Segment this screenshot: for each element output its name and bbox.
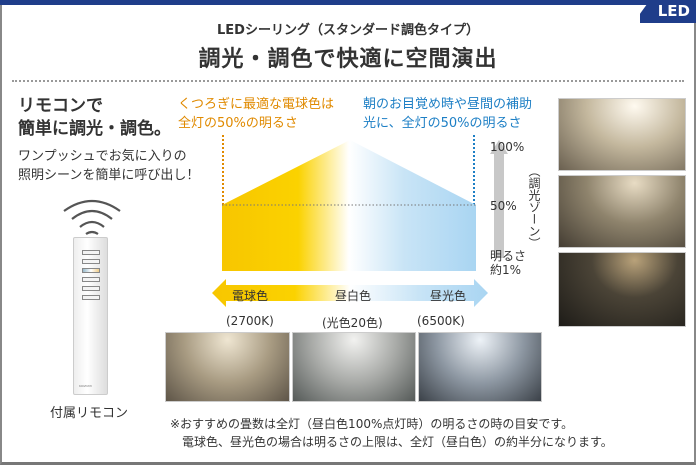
warm-note: くつろぎに最適な電球色は 全灯の50%の明るさ bbox=[178, 95, 334, 133]
room-photo-dim bbox=[558, 252, 686, 327]
page-title: 調光・調色で快適に空間演出 bbox=[198, 47, 498, 72]
note-line: 朝のお目覚め時や昼間の補助 bbox=[363, 97, 533, 112]
warm-kelvin: (2700K) bbox=[226, 314, 274, 328]
mid-label: 昼白色 bbox=[335, 289, 372, 303]
room-photo-neutral bbox=[292, 332, 416, 402]
footnote-line: ※おすすめの畳数は全灯（昼白色100%点灯時）の明るさの時の目安です。 bbox=[170, 417, 574, 431]
remote-brand: KOIZUMI bbox=[79, 384, 92, 388]
subtitle: LEDシーリング（スタンダード調色タイプ） bbox=[217, 23, 479, 38]
room-photo-cool bbox=[418, 332, 542, 402]
remote-control: KOIZUMI bbox=[73, 237, 108, 395]
footnote: ※おすすめの畳数は全灯（昼白色100%点灯時）の明るさの時の目安です。 電球色、… bbox=[170, 415, 613, 451]
remote-lead: リモコンで 簡単に調光・調色。 bbox=[18, 95, 171, 141]
mid-kelvin: (光色20色) bbox=[322, 316, 383, 330]
cool-guide bbox=[473, 135, 475, 205]
divider bbox=[12, 80, 684, 82]
remote-caption: 付属リモコン bbox=[50, 406, 129, 421]
warm-guide bbox=[222, 135, 224, 205]
color-temp-arrow bbox=[212, 279, 488, 307]
lead-line: リモコンで bbox=[18, 96, 103, 116]
desc-line: 照明シーンを簡単に呼び出し！ bbox=[18, 168, 200, 183]
signal-icon bbox=[63, 200, 121, 235]
brightness-100: 100% bbox=[490, 140, 525, 154]
brightness-min: 明るさ 約1% bbox=[490, 249, 526, 277]
top-bar bbox=[0, 0, 696, 5]
note-line: くつろぎに最適な電球色は bbox=[178, 97, 335, 112]
note-line: 光に、全灯の50%の明るさ bbox=[363, 116, 522, 131]
cool-note: 朝のお目覚め時や昼間の補助 光に、全灯の50%の明るさ bbox=[363, 95, 532, 133]
warm-label: 電球色 bbox=[232, 289, 269, 303]
note-line: 全灯の50%の明るさ bbox=[178, 116, 298, 131]
dimming-zone-chart bbox=[222, 140, 476, 271]
room-photo-half bbox=[558, 175, 686, 248]
led-badge: LED bbox=[640, 0, 696, 23]
footnote-line: 電球色、昼光色の場合は明るさの上限は、全灯（昼白色）の約半分になります。 bbox=[182, 435, 613, 449]
desc-line: ワンプッシュでお気に入りの bbox=[18, 149, 187, 164]
min-line: 約1% bbox=[490, 263, 522, 277]
room-photo-warm bbox=[165, 332, 290, 402]
min-line: 明るさ bbox=[490, 249, 527, 263]
brightness-arrow bbox=[490, 140, 508, 258]
lead-line: 簡単に調光・調色。 bbox=[18, 119, 171, 139]
cool-label: 昼光色 bbox=[430, 289, 467, 303]
brightness-50: 50% bbox=[490, 199, 517, 213]
room-photo-full bbox=[558, 98, 686, 171]
remote-desc: ワンプッシュでお気に入りの 照明シーンを簡単に呼び出し！ bbox=[18, 147, 199, 185]
cool-kelvin: (6500K) bbox=[417, 314, 465, 328]
dimming-zone-label: （調光ゾーン） bbox=[527, 165, 541, 249]
